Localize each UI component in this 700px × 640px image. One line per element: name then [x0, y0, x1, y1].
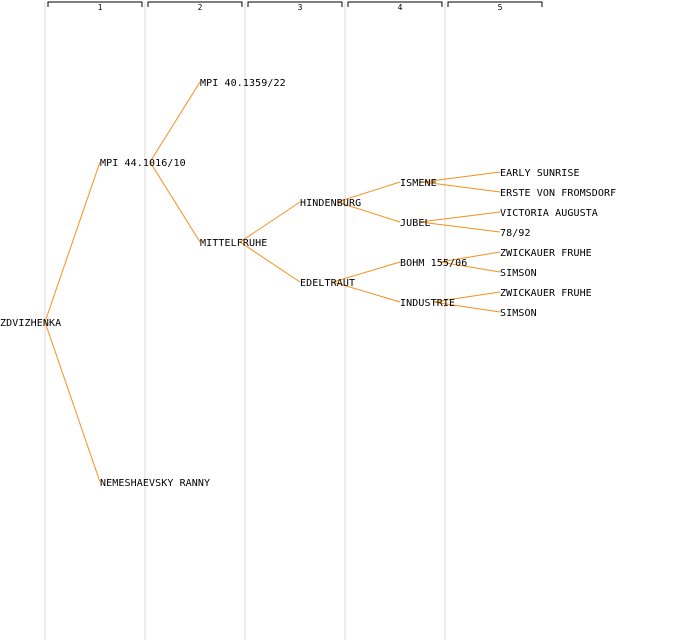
pedigree-edge — [422, 181, 501, 193]
column-bracket-1 — [47, 1, 143, 7]
column-header-1: 1 — [98, 3, 103, 12]
pedigree-edge — [419, 221, 501, 233]
pedigree-node: ZWICKAUER FRUHE — [500, 248, 592, 259]
pedigree-node: MPI 44.1016/10 — [100, 158, 186, 169]
column-bracket-5 — [447, 1, 543, 7]
pedigree-node: BOHM 155/06 — [400, 258, 467, 269]
pedigree-edge — [332, 261, 401, 283]
pedigree-edge — [44, 321, 101, 483]
pedigree-edge — [239, 201, 301, 243]
pedigree-edge — [149, 81, 201, 163]
pedigree-edge — [422, 171, 501, 183]
pedigree-node: ZWICKAUER FRUHE — [500, 288, 592, 299]
pedigree-node: ERSTE VON FROMSDORF — [500, 188, 616, 199]
pedigree-node: 78/92 — [500, 228, 531, 239]
pedigree-edge — [432, 291, 501, 303]
pedigree-edge — [419, 211, 501, 223]
column-header-3: 3 — [298, 3, 303, 12]
pedigree-edge — [336, 181, 401, 203]
pedigree-node: ZDVIZHENKA — [0, 318, 61, 329]
pedigree-edge — [439, 251, 501, 263]
column-header-4: 4 — [398, 3, 403, 12]
generation-column-lines — [44, 2, 446, 640]
pedigree-edge — [336, 201, 401, 223]
column-bracket-3 — [247, 1, 343, 7]
column-header-2: 2 — [198, 3, 203, 12]
pedigree-node: MPI 40.1359/22 — [200, 78, 286, 89]
pedigree-edge — [439, 261, 501, 273]
pedigree-node: EDELTRAUT — [300, 278, 355, 289]
column-bracket-2 — [147, 1, 243, 7]
pedigree-node: EARLY SUNRISE — [500, 168, 580, 179]
pedigree-edges — [44, 81, 501, 483]
pedigree-edge — [149, 161, 201, 243]
pedigree-node: VICTORIA AUGUSTA — [500, 208, 598, 219]
pedigree-node: HINDENBURG — [300, 198, 361, 209]
pedigree-edge — [44, 161, 101, 323]
pedigree-node: SIMSON — [500, 308, 537, 319]
pedigree-node: JUBEL — [400, 218, 431, 229]
pedigree-node: NEMESHAEVSKY RANNY — [100, 478, 210, 489]
pedigree-node: ISMENE — [400, 178, 437, 189]
pedigree-node: SIMSON — [500, 268, 537, 279]
column-header-5: 5 — [498, 3, 503, 12]
pedigree-edge — [432, 301, 501, 313]
column-bracket-4 — [347, 1, 443, 7]
pedigree-nodes: ZDVIZHENKA MPI 44.1016/10 MPI 40.1359/22 MI… — [0, 78, 616, 489]
pedigree-node: INDUSTRIE — [400, 298, 455, 309]
pedigree-edge — [239, 241, 301, 283]
generation-headers: 1 2 3 4 5 — [47, 1, 543, 12]
pedigree-edge — [332, 281, 401, 303]
pedigree-node: MITTELFRUHE — [200, 238, 267, 249]
